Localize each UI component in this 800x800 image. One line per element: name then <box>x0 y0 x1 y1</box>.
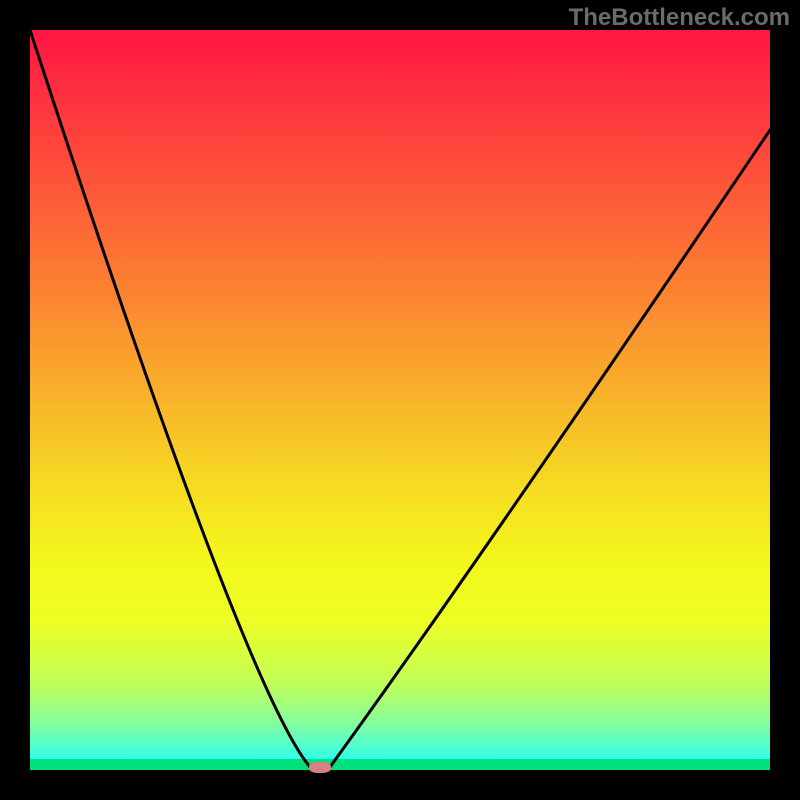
minimum-marker <box>309 762 331 773</box>
watermark-text: TheBottleneck.com <box>569 4 790 32</box>
chart-container: TheBottleneck.com <box>0 0 800 800</box>
plot-area <box>30 30 770 770</box>
